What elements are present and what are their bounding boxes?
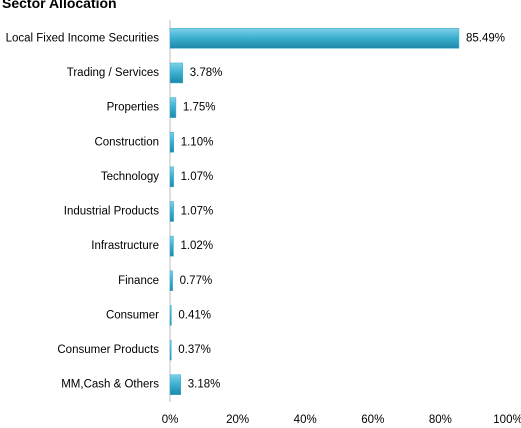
value-label: 1.10% [181, 136, 214, 148]
category-label: MM,Cash & Others [61, 379, 159, 391]
chart-title: Sector Allocation [2, 0, 117, 11]
value-label: 1.07% [181, 171, 214, 183]
value-label: 3.18% [188, 379, 221, 391]
category-label: Local Fixed Income Securities [6, 32, 160, 44]
category-label: Consumer [106, 309, 159, 321]
x-tick-label: 40% [294, 414, 317, 426]
x-tick-label: 20% [226, 414, 249, 426]
category-label: Infrastructure [91, 240, 159, 252]
bar [169, 62, 184, 84]
value-label: 0.77% [180, 275, 213, 287]
x-tick-label: 60% [361, 414, 384, 426]
bar [169, 374, 181, 395]
value-label: 85.49% [466, 32, 505, 44]
category-label: Consumer Products [57, 344, 159, 356]
value-label: 1.07% [181, 206, 214, 218]
x-tick-label: 0% [162, 414, 179, 426]
bar [169, 97, 177, 118]
bar [169, 28, 460, 49]
bar [169, 305, 172, 326]
x-tick-label: 80% [429, 414, 452, 426]
bar [169, 166, 174, 188]
bar [169, 339, 172, 361]
value-label: 1.75% [183, 102, 216, 114]
category-label: Industrial Products [64, 206, 159, 218]
value-label: 3.78% [190, 67, 223, 79]
category-label: Technology [101, 171, 159, 183]
value-label: 0.37% [178, 344, 211, 356]
x-tick-label: 100% [493, 414, 521, 426]
category-label: Trading / Services [67, 67, 159, 79]
bar [169, 270, 173, 292]
bar [169, 235, 174, 257]
category-label: Construction [94, 136, 159, 148]
value-label: 1.02% [180, 240, 213, 252]
value-label: 0.41% [178, 309, 211, 321]
category-label: Finance [118, 275, 159, 287]
bar [169, 131, 174, 153]
bar [169, 201, 174, 222]
category-label: Properties [107, 102, 160, 114]
